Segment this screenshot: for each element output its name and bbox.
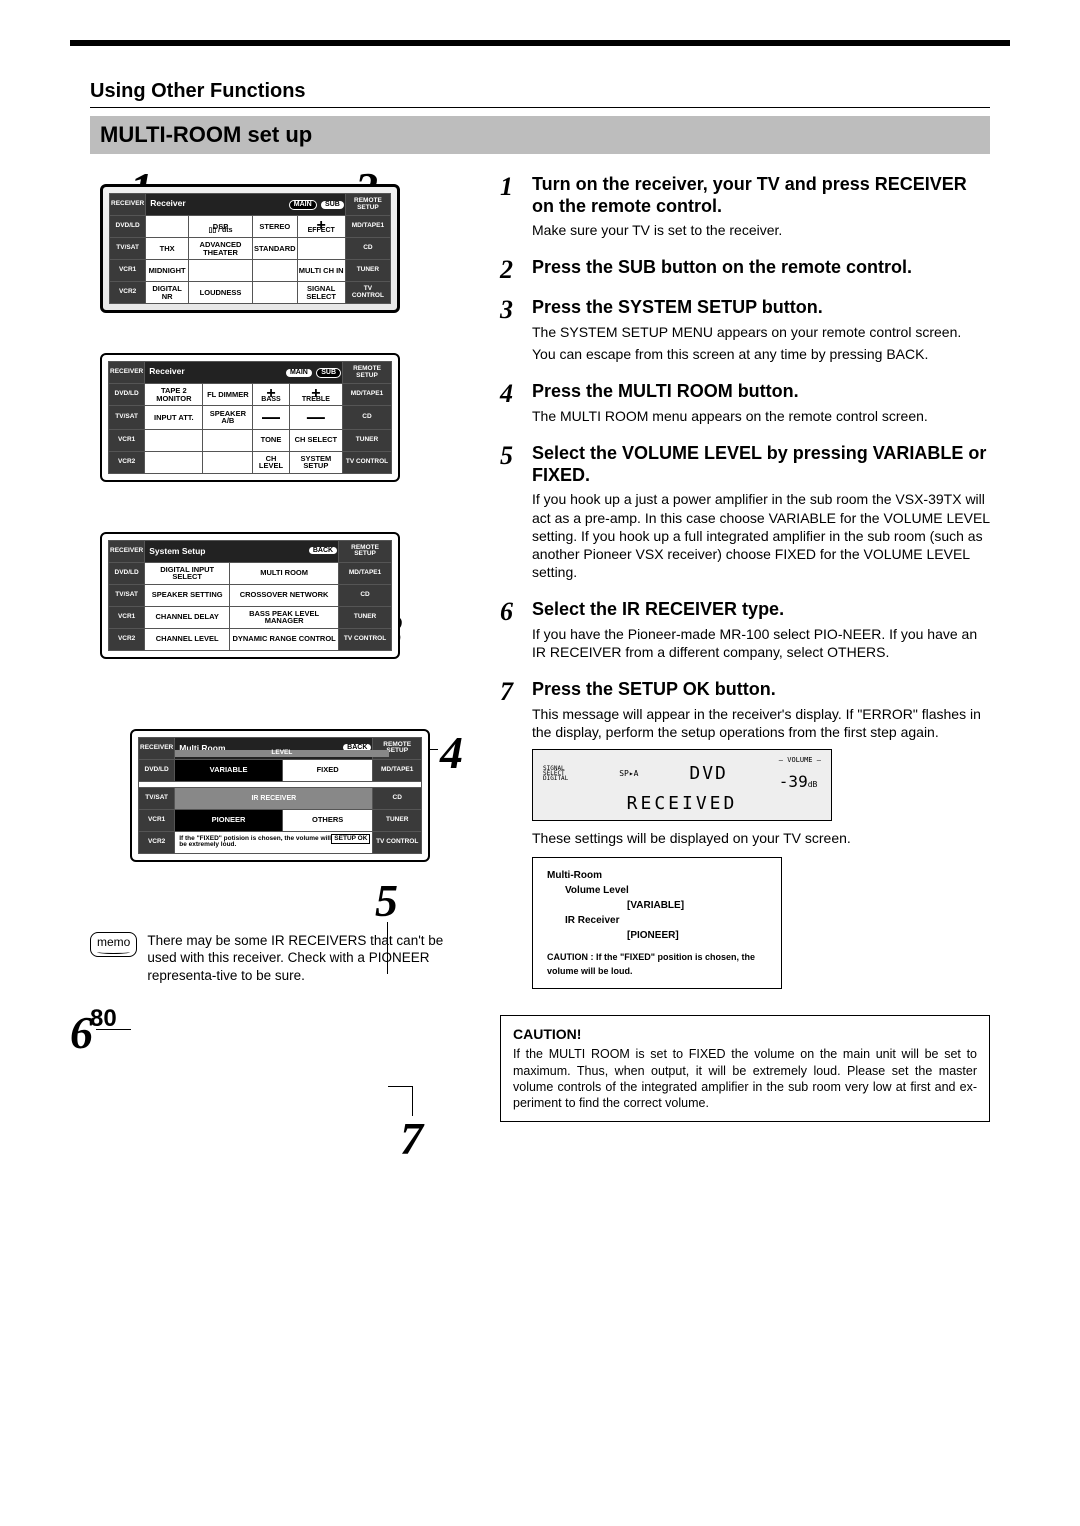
step-6-heading: Select the IR RECEIVER type. [532, 599, 990, 621]
step-2: 2 Press the SUB button on the remote con… [500, 257, 990, 283]
remote-diagram-4: RECEIVER Multi Room BACK REMOTE SETUP DV… [130, 729, 430, 862]
caution-text: If the MULTI ROOM is set to FIXED the vo… [513, 1046, 977, 1111]
callout-5: 5 [375, 874, 398, 927]
remote-diagram-1: RECEIVER Receiver MAIN SUB REMOTE SETUP … [100, 184, 400, 313]
section-label: Using Other Functions [90, 80, 990, 108]
step-4-heading: Press the MULTI ROOM button. [532, 381, 990, 403]
page-title: MULTI-ROOM set up [90, 116, 990, 154]
step-1-heading: Turn on the receiver, your TV and press … [532, 174, 990, 217]
step-1: 1 Turn on the receiver, your TV and pres… [500, 174, 990, 243]
left-column: 1 2 RECEIVER Receiver MAIN SUB REMOTE SE… [90, 174, 470, 1122]
remote-diagram-3: RECEIVER System Setup BACK REMOTE SETUP … [100, 532, 400, 659]
step-4: 4 Press the MULTI ROOM button. The MULTI… [500, 381, 990, 429]
tv-screen-box: Multi-Room Volume Level [VARIABLE] IR Re… [532, 857, 782, 989]
step-2-heading: Press the SUB button on the remote contr… [532, 257, 990, 279]
post-step7-text: These settings will be displayed on your… [532, 829, 990, 847]
step-6: 6 Select the IR RECEIVER type. If you ha… [500, 599, 990, 665]
right-column: 1 Turn on the receiver, your TV and pres… [500, 174, 990, 1122]
step-3-heading: Press the SYSTEM SETUP button. [532, 297, 990, 319]
page-number: 80 [90, 1005, 470, 1033]
step-7: 7 Press the SETUP OK button. This messag… [500, 679, 990, 999]
lcd-display: SIGNAL SELECT DIGITAL SP▸A DVD — VOLUME … [532, 749, 832, 821]
memo-text: There may be some IR RECEIVERS that can'… [147, 932, 470, 985]
memo-block: memo There may be some IR RECEIVERS that… [90, 932, 470, 985]
caution-box: CAUTION! If the MULTI ROOM is set to FIX… [500, 1015, 990, 1122]
step-5: 5 Select the VOLUME LEVEL by pressing VA… [500, 443, 990, 585]
step-7-heading: Press the SETUP OK button. [532, 679, 990, 701]
callout-7: 7 [400, 1112, 423, 1165]
step-5-heading: Select the VOLUME LEVEL by pressing VARI… [532, 443, 990, 486]
remote-diagram-2: RECEIVER Receiver MAIN SUB REMOTE SETUP … [100, 353, 400, 482]
callout-4: 4 [440, 726, 463, 779]
caution-heading: CAUTION! [513, 1026, 977, 1042]
step-3: 3 Press the SYSTEM SETUP button. The SYS… [500, 297, 990, 367]
memo-badge: memo [90, 932, 137, 957]
callout-6: 6 [70, 1006, 93, 1059]
step-1-text: Make sure your TV is set to the receiver… [532, 221, 990, 239]
